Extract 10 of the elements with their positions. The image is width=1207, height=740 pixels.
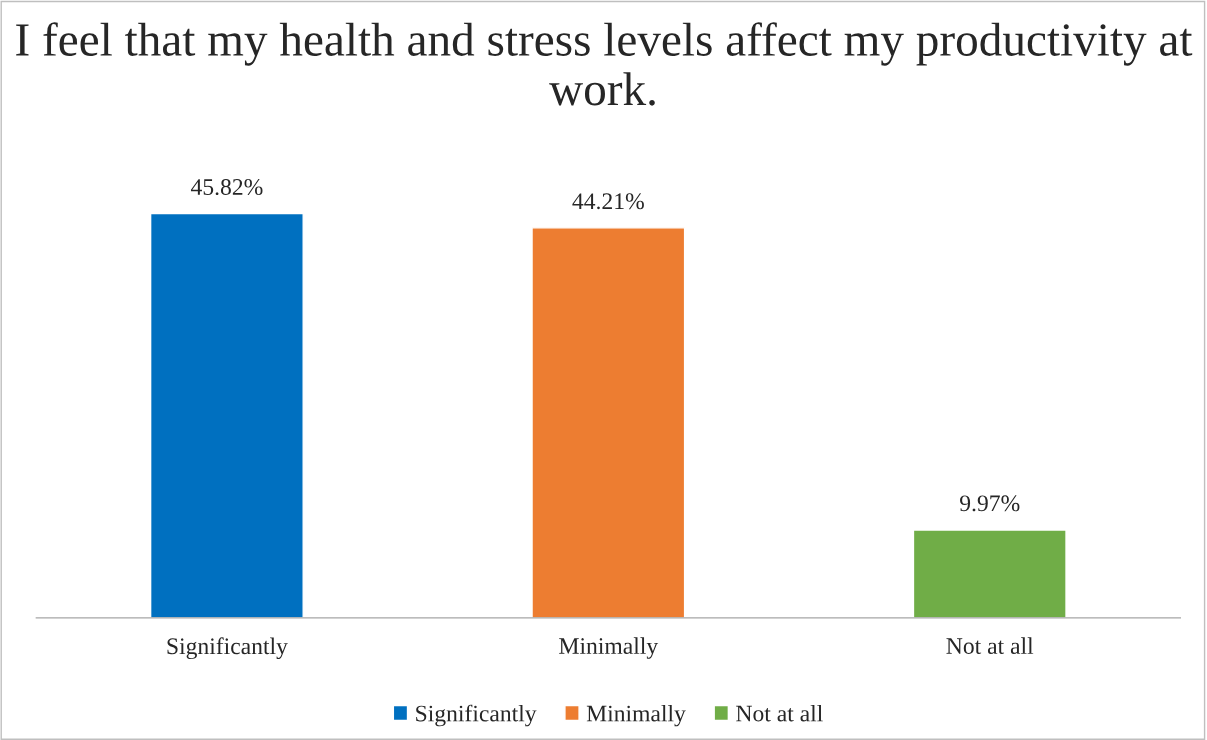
data-label: 9.97% — [960, 495, 1020, 512]
legend-label: Minimally — [586, 704, 686, 727]
data-label: 44.21% — [572, 193, 644, 210]
x-tick-label: Significantly — [167, 637, 288, 660]
legend-label: Not at all — [736, 704, 823, 722]
x-tick-label: Not at all — [946, 637, 1034, 654]
chart-title: I feel that my health and stress levels affect my productivity at work. — [16, 22, 1193, 106]
legend-label: Significantly — [416, 704, 537, 727]
x-tick-label: Minimally — [559, 637, 659, 659]
data-label: 45.82% — [190, 179, 263, 196]
